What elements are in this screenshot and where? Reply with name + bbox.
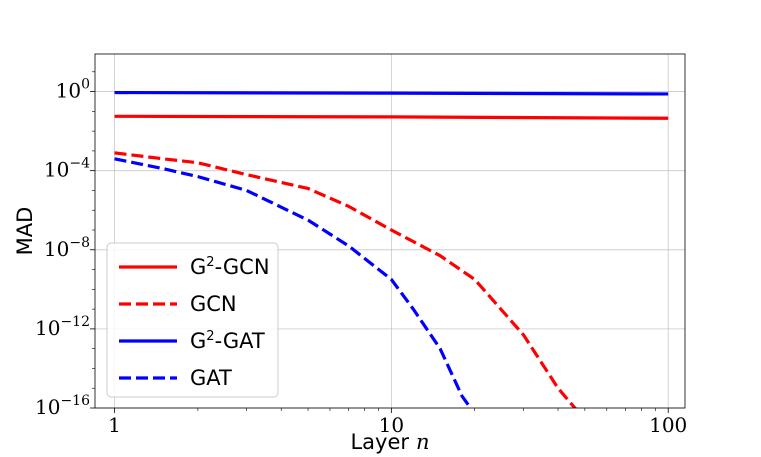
y-tick-label: 10−12 — [35, 314, 90, 340]
y-tick-base: 10 — [44, 237, 69, 261]
y-tick-exponent: −4 — [69, 156, 90, 172]
legend: G2-GCN GCN G2-GAT GAT — [106, 242, 279, 398]
x-tick-label: 100 — [649, 413, 687, 437]
x-axis-label-variable: n — [416, 430, 430, 454]
y-tick-exponent: 0 — [81, 77, 90, 93]
plot-area-frame — [94, 53, 686, 409]
series-line-gcn — [114, 151, 578, 408]
x-axis-label: Layer n — [350, 430, 429, 454]
y-axis-label: MAD — [13, 207, 37, 256]
y-tick-exponent: −12 — [60, 314, 90, 330]
y-tick-label: 100 — [56, 77, 90, 103]
series-group — [114, 90, 669, 408]
y-tick-label: 10−16 — [35, 393, 90, 419]
series-line-g2-gat — [114, 90, 669, 96]
y-tick-base: 10 — [56, 79, 81, 103]
legend-label-gat: GAT — [190, 366, 232, 390]
y-tick-base: 10 — [44, 158, 69, 182]
x-axis-label-text: Layer — [350, 430, 409, 454]
x-tick-label: 10 — [379, 413, 404, 437]
legend-label-gcn: GCN — [190, 292, 237, 316]
series-line-gat — [114, 157, 473, 408]
y-tick-label: 10−8 — [44, 235, 90, 261]
y-tick-exponent: −16 — [60, 393, 90, 409]
series-line-g2-gcn — [114, 114, 669, 120]
legend-label-g2-gat: G2-GAT — [190, 329, 265, 353]
legend-box — [106, 242, 279, 398]
y-tick-base: 10 — [35, 316, 60, 340]
legend-label-g2-gcn: G2-GCN — [190, 255, 270, 279]
x-tick-label: 1 — [108, 413, 121, 437]
y-tick-exponent: −8 — [69, 235, 90, 251]
y-tick-label: 10−4 — [44, 156, 90, 182]
y-tick-base: 10 — [35, 395, 60, 419]
